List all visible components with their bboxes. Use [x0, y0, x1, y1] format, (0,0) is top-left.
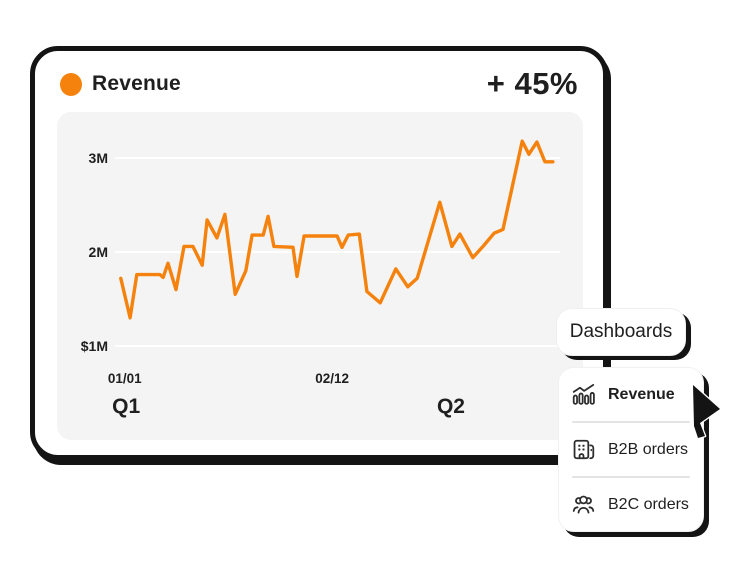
chart-panel: 3M 2M $1M 01/01 02/12 Q1 Q2 [57, 112, 583, 440]
x-tick-label: 01/01 [108, 371, 142, 386]
dashboards-menu: Revenue B2B orders [558, 367, 704, 532]
menu-item-revenue[interactable]: Revenue [559, 368, 703, 421]
dashboards-button-label: Dashboards [569, 321, 673, 342]
menu-item-label: B2B orders [608, 440, 689, 458]
menu-separator [572, 421, 690, 423]
y-tick-label: 3M [89, 150, 108, 166]
menu-item-b2c-orders[interactable]: B2C orders [559, 478, 703, 531]
quarter-label: Q2 [437, 395, 465, 418]
revenue-line-chart: 3M 2M $1M 01/01 02/12 Q1 Q2 [81, 139, 560, 418]
dashboards-button[interactable]: Dashboards [556, 308, 686, 356]
revenue-series-line [119, 139, 555, 320]
y-tick-label: 2M [89, 244, 108, 260]
menu-item-label: Revenue [608, 385, 675, 403]
chart-growth-icon [572, 384, 595, 405]
series-color-dot-icon [60, 72, 82, 96]
y-tick-label: $1M [81, 338, 108, 354]
menu-separator [572, 476, 690, 478]
building-icon [573, 439, 595, 460]
x-tick-label: 02/12 [315, 371, 349, 386]
menu-item-b2b-orders[interactable]: B2B orders [559, 423, 703, 476]
delta-value: + 45% [486, 66, 578, 101]
revenue-card: Revenue + 45% 3M 2M $1M 01/01 02/12 Q1 Q2 [30, 46, 608, 460]
quarter-label: Q1 [112, 395, 140, 418]
card-title: Revenue [92, 72, 181, 95]
menu-item-label: B2C orders [608, 495, 689, 513]
card-header: Revenue + 45% [60, 66, 578, 102]
people-group-icon [572, 495, 595, 514]
